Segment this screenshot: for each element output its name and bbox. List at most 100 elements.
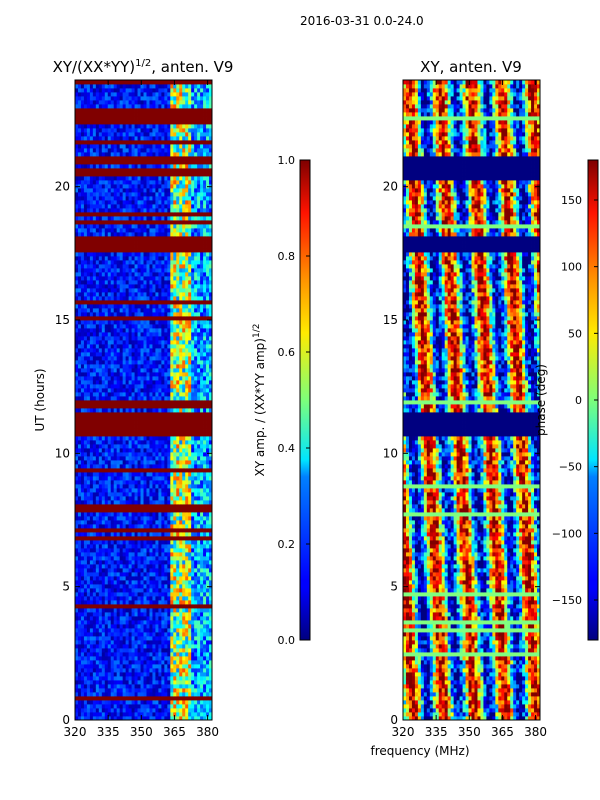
heatmap-cell <box>176 668 180 673</box>
heatmap-cell <box>131 672 135 677</box>
heatmap-cell <box>125 672 130 677</box>
heatmap-cell <box>140 372 144 377</box>
heatmap-cell <box>131 660 135 665</box>
heatmap-cell <box>77 624 82 629</box>
heatmap-cell <box>143 352 147 357</box>
heatmap-cell <box>173 684 177 689</box>
heatmap-cell <box>77 416 82 421</box>
heatmap-cell <box>191 396 195 401</box>
heatmap-cell <box>125 292 130 297</box>
heatmap-cell <box>197 648 201 653</box>
heatmap-cell <box>75 424 79 429</box>
heatmap-cell <box>179 480 183 485</box>
heatmap-cell <box>77 304 82 309</box>
heatmap-cell <box>179 372 183 377</box>
heatmap-cell <box>113 656 118 661</box>
heatmap-cell <box>107 632 112 637</box>
heatmap-cell <box>206 344 210 349</box>
heatmap-cell <box>86 652 91 657</box>
heatmap-cell <box>176 608 180 613</box>
heatmap-cell <box>128 680 132 685</box>
heatmap-cell <box>128 576 132 581</box>
heatmap-cell <box>152 324 156 329</box>
heatmap-cell <box>152 648 156 653</box>
heatmap-cell <box>209 596 212 601</box>
heatmap-cell <box>140 308 144 313</box>
heatmap-cell <box>128 692 132 697</box>
heatmap-cell <box>152 520 156 525</box>
heatmap-cell <box>95 648 100 653</box>
heatmap-cell <box>137 288 141 293</box>
heatmap-cell <box>188 660 192 665</box>
heatmap-cell <box>167 704 171 709</box>
heatmap-cell <box>149 292 153 297</box>
heatmap-cell <box>110 316 115 321</box>
heatmap-cell <box>122 604 127 609</box>
heatmap-cell <box>104 660 109 665</box>
heatmap-cell <box>152 688 156 693</box>
heatmap-cell <box>75 392 79 397</box>
heatmap-cell <box>95 332 100 337</box>
heatmap-cell <box>113 516 118 521</box>
heatmap-cell <box>107 604 112 609</box>
heatmap-cell <box>146 500 150 505</box>
heatmap-cell <box>86 632 91 637</box>
heatmap-cell <box>158 620 162 625</box>
heatmap-cell <box>128 448 132 453</box>
heatmap-cell <box>119 544 124 549</box>
heatmap-cell <box>158 640 162 645</box>
heatmap-cell <box>80 592 85 597</box>
heatmap-cell <box>179 628 183 633</box>
heatmap-cell <box>75 652 79 657</box>
heatmap-cell <box>203 656 207 661</box>
heatmap-cell <box>89 652 94 657</box>
heatmap-cell <box>98 520 103 525</box>
heatmap-cell <box>92 664 97 669</box>
heatmap-cell <box>152 416 156 421</box>
heatmap-cell <box>77 488 82 493</box>
heatmap-cell <box>113 368 118 373</box>
heatmap-cell <box>143 476 147 481</box>
heatmap-cell <box>188 612 192 617</box>
heatmap-cell <box>209 316 212 321</box>
heatmap-cell <box>185 472 189 477</box>
heatmap-cell <box>113 448 118 453</box>
heatmap-cell <box>176 520 180 525</box>
heatmap-cell <box>140 656 144 661</box>
heatmap-cell <box>161 612 165 617</box>
heatmap-cell <box>197 296 201 301</box>
heatmap-cell <box>146 380 150 385</box>
heatmap-cell <box>131 336 135 341</box>
heatmap-cell <box>95 352 100 357</box>
heatmap-cell <box>164 456 168 461</box>
heatmap-cell <box>125 284 130 289</box>
heatmap-cell <box>95 624 100 629</box>
heatmap-cell <box>200 516 204 521</box>
heatmap-cell <box>209 472 212 477</box>
heatmap-cell <box>161 556 165 561</box>
heatmap-cell <box>179 688 183 693</box>
heatmap-cell <box>167 620 171 625</box>
heatmap-cell <box>149 532 153 537</box>
heatmap-cell <box>152 532 156 537</box>
heatmap-cell <box>83 692 88 697</box>
heatmap-cell <box>134 344 138 349</box>
heatmap-cell <box>75 504 79 509</box>
heatmap-cell <box>209 632 212 637</box>
heatmap-cell <box>203 296 207 301</box>
heatmap-cell <box>155 684 159 689</box>
heatmap-cell <box>101 672 106 677</box>
heatmap-cell <box>119 692 124 697</box>
heatmap-cell <box>131 296 135 301</box>
heatmap-cell <box>158 632 162 637</box>
heatmap-cell <box>152 412 156 417</box>
heatmap-cell <box>185 684 189 689</box>
heatmap-cell <box>104 632 109 637</box>
heatmap-cell <box>158 672 162 677</box>
heatmap-cell <box>75 704 79 709</box>
heatmap-cell <box>194 644 198 649</box>
heatmap-cell <box>140 304 144 309</box>
heatmap-cell <box>176 384 180 389</box>
heatmap-cell <box>86 576 91 581</box>
heatmap-cell <box>134 604 138 609</box>
